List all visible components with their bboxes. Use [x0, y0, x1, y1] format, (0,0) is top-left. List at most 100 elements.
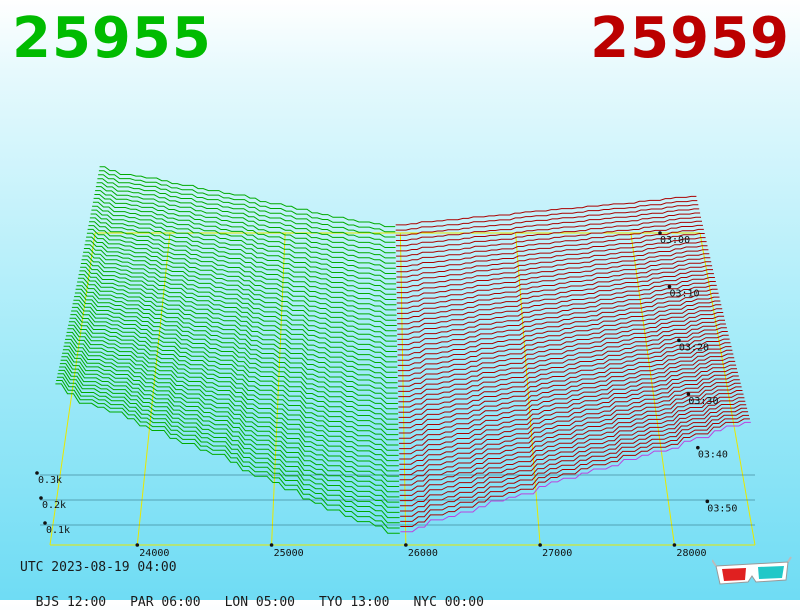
ask-depth-line: [400, 421, 751, 533]
ask-depth-line: [396, 253, 710, 299]
bid-depth-line: [75, 288, 398, 394]
bid-depth-line: [80, 263, 398, 358]
bid-depth-line: [84, 244, 397, 332]
timezone-lon: LON 05:00: [224, 595, 296, 610]
bid-depth-line: [66, 331, 399, 456]
ask-depth-line: [397, 273, 714, 325]
ask-depth-line: [396, 220, 702, 257]
bid-depth-line: [56, 380, 400, 529]
price-tick-marker: [672, 543, 677, 547]
ask-depth-line: [395, 208, 700, 241]
ask-depth-line: [399, 368, 737, 455]
time-tick-marker: [658, 231, 662, 235]
time-tick-marker: [705, 499, 710, 504]
bid-depth-line: [57, 373, 400, 519]
bid-depth-line: [69, 317, 399, 436]
ask-depth-line: [399, 371, 738, 460]
bid-depth-line: [58, 369, 400, 513]
ask-depth-line: [396, 261, 712, 309]
bid-depth-line: [87, 228, 397, 311]
price-tick-marker: [538, 543, 542, 547]
ask-depth-line: [398, 346, 732, 424]
bid-depth-line: [55, 383, 400, 534]
bid-depth-line: [78, 274, 398, 373]
ask-depth-line: [397, 269, 713, 320]
time-tick-label: 03:40: [698, 450, 728, 461]
price-tick-label: 26000: [408, 548, 438, 559]
grid-price-line: [630, 232, 675, 546]
bid-depth-line: [77, 281, 398, 384]
time-tick-label: 03:00: [660, 235, 690, 246]
ask-depth-line: [397, 265, 713, 314]
bid-depth-line: [70, 314, 399, 430]
time-tick-label: 03:50: [707, 503, 737, 514]
bid-depth-line: [72, 303, 398, 415]
ask-depth-line: [396, 241, 707, 283]
bid-depth-line: [67, 328, 399, 451]
ask-depth-line: [397, 277, 715, 330]
bid-depth-line: [82, 255, 397, 347]
bid-depth-line: [63, 345, 399, 477]
bid-depth-line: [89, 217, 397, 295]
bid-depth-line: [91, 209, 397, 285]
3d-glasses-icon[interactable]: [712, 556, 792, 590]
ask-depth-line: [398, 312, 724, 377]
ask-depth-line: [397, 308, 723, 372]
bid-depth-line: [56, 376, 400, 524]
ask-depth-line: [397, 284, 717, 340]
ask-depth-line: [396, 228, 704, 267]
ask-depth-line: [397, 288, 718, 346]
bid-depth-line: [83, 248, 397, 337]
bid-depth-line: [95, 190, 396, 259]
bid-depth-line: [86, 236, 397, 321]
bid-depth-line: [83, 251, 397, 342]
ask-depth-line: [398, 338, 730, 413]
ask-depth-line: [396, 237, 706, 278]
ask-depth-line: [399, 379, 740, 470]
volume-tick-marker: [39, 496, 43, 500]
time-tick-label: 03:30: [688, 396, 718, 407]
ask-depth-line: [397, 292, 719, 351]
ask-depth-line: [399, 400, 746, 502]
bid-depth-line: [59, 363, 400, 503]
bid-depth-line: [81, 259, 398, 352]
bid-depth-line: [65, 338, 399, 467]
bid-depth-line: [94, 194, 396, 264]
price-tick-label: 27000: [542, 548, 572, 559]
bid-depth-line: [73, 299, 398, 410]
bid-price: 25955: [12, 6, 212, 71]
bid-depth-line: [92, 205, 396, 280]
ask-depth-line: [396, 245, 708, 288]
price-tick-label: 25000: [274, 548, 304, 559]
bid-depth-line: [77, 277, 398, 378]
ask-depth-line: [398, 349, 733, 429]
ask-depth-line: [397, 281, 716, 335]
bid-depth-line: [97, 178, 396, 243]
ask-depth-line: [398, 334, 729, 408]
ask-price: 25959: [590, 6, 790, 71]
volume-tick-marker: [43, 521, 47, 525]
ask-depth-line: [398, 357, 735, 439]
price-tick-label: 28000: [676, 548, 706, 559]
time-tick-marker: [667, 284, 672, 289]
ask-depth-line: [397, 304, 722, 366]
ask-depth-line: [399, 386, 742, 481]
timezone-nyc: NYC 00:00: [413, 595, 484, 610]
ask-depth-line: [399, 360, 736, 444]
bid-depth-line: [61, 356, 400, 493]
ask-depth-line: [399, 397, 745, 496]
bid-depth-line: [74, 296, 398, 404]
grid-left-edge: [49, 232, 96, 546]
bid-depth-line: [71, 310, 399, 425]
ask-depth-line: [399, 390, 743, 486]
ask-depth-line: [398, 353, 734, 434]
utc-time: UTC 2023-08-19 04:00: [20, 560, 177, 575]
ask-depth-line: [396, 257, 711, 304]
ask-depth-line: [400, 404, 747, 507]
time-tick-marker: [696, 445, 700, 450]
bid-depth-line: [60, 359, 400, 498]
bid-depth-line: [96, 182, 396, 248]
bid-depth-line: [93, 197, 396, 269]
bid-depth-line: [88, 225, 397, 306]
